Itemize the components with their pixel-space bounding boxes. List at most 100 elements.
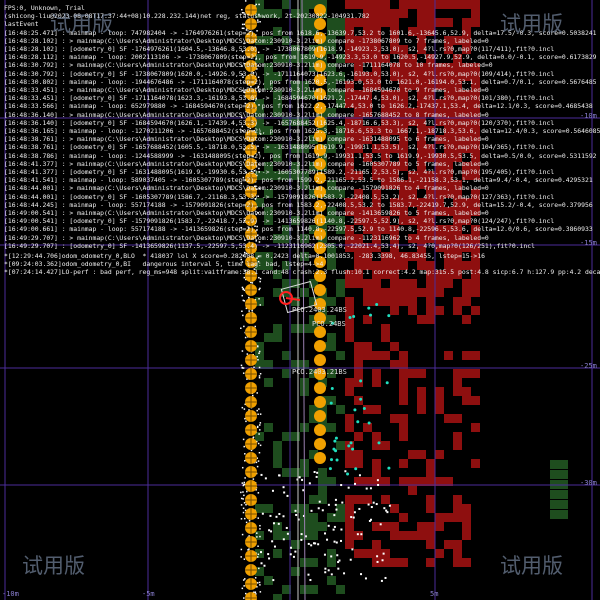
occupancy-cell bbox=[462, 216, 471, 225]
scan-point bbox=[247, 549, 249, 551]
occupancy-cell bbox=[426, 171, 435, 180]
keyframe-cross bbox=[245, 354, 257, 366]
occupancy-cell bbox=[372, 378, 381, 387]
occupancy-cell bbox=[426, 306, 435, 315]
watermark: 试用版 bbox=[50, 12, 113, 36]
scan-point bbox=[256, 234, 259, 236]
scan-point bbox=[241, 367, 244, 369]
log-line: *[07:24:14.427]LO-perf : bad perf, reg_m… bbox=[4, 268, 600, 277]
occupancy-cell bbox=[363, 45, 372, 54]
occupancy-cell bbox=[282, 225, 291, 234]
scan-point bbox=[246, 490, 248, 493]
scan-point bbox=[258, 89, 260, 91]
scan-point bbox=[257, 86, 259, 89]
occupancy-cell bbox=[390, 234, 399, 243]
keyframe bbox=[314, 60, 326, 72]
occupancy-cell bbox=[372, 207, 381, 216]
scan-point bbox=[300, 538, 303, 541]
scan-point bbox=[258, 151, 260, 154]
scan-point bbox=[256, 426, 259, 429]
occupancy-cell bbox=[444, 90, 453, 99]
occupancy-cell bbox=[264, 72, 273, 81]
occupancy-cell bbox=[273, 441, 282, 450]
occupancy-cell bbox=[327, 216, 336, 225]
occupancy-cell bbox=[435, 405, 444, 414]
scan-point bbox=[254, 46, 256, 49]
log-line: lastEvent bbox=[4, 20, 39, 29]
occupancy-cell bbox=[471, 90, 480, 99]
occupancy-cell bbox=[372, 81, 381, 90]
occupancy-cell bbox=[309, 54, 318, 63]
log-line: [16:48:38.786] : mainmap - loop: -124458… bbox=[4, 151, 597, 160]
occupancy-cell bbox=[345, 144, 354, 153]
scan-point bbox=[240, 182, 243, 185]
occupancy-cell bbox=[363, 549, 372, 558]
occupancy-cell bbox=[408, 297, 417, 306]
scan-point bbox=[254, 299, 257, 301]
occupancy-cell bbox=[399, 108, 408, 117]
scan-point bbox=[250, 85, 252, 88]
scan-point bbox=[330, 555, 333, 558]
occupancy-cell bbox=[354, 126, 363, 135]
log-line: [16:48:38.761] : > mainmap(C:\Users\Admi… bbox=[4, 135, 489, 144]
occupancy-cell bbox=[381, 288, 390, 297]
scan-point bbox=[244, 269, 247, 272]
scan-point bbox=[245, 89, 247, 91]
scan-point bbox=[244, 509, 247, 512]
scan-point bbox=[258, 163, 260, 166]
occupancy-cell bbox=[273, 171, 282, 180]
occupancy-cell bbox=[381, 441, 390, 450]
occupancy-cell bbox=[426, 9, 435, 18]
keyframe bbox=[314, 242, 326, 254]
occupancy-cell bbox=[282, 369, 291, 378]
occupancy-cell bbox=[282, 261, 291, 270]
occupancy-cell bbox=[309, 531, 318, 540]
occupancy-cell bbox=[372, 279, 381, 288]
feature bbox=[335, 458, 339, 462]
occupancy-cell bbox=[390, 243, 399, 252]
scan-point bbox=[245, 171, 247, 174]
scan-point bbox=[256, 174, 258, 177]
scan-point bbox=[240, 327, 242, 329]
occupancy-cell bbox=[399, 387, 408, 396]
occupancy-cell bbox=[408, 450, 417, 459]
keyframe bbox=[314, 158, 326, 170]
scan-point bbox=[242, 507, 245, 510]
scan-point bbox=[272, 522, 275, 525]
scan-point bbox=[243, 91, 245, 93]
keyframe bbox=[314, 396, 326, 408]
scan-point bbox=[340, 528, 343, 531]
scan-point bbox=[258, 13, 260, 16]
scan-point bbox=[241, 482, 244, 484]
scan-point bbox=[347, 486, 350, 489]
axis-label: -15m bbox=[580, 239, 597, 247]
occupancy-cell bbox=[327, 333, 336, 342]
occupancy-cell bbox=[264, 252, 273, 261]
occupancy-cell bbox=[435, 153, 444, 162]
occupancy-cell bbox=[462, 288, 471, 297]
occupancy-cell bbox=[444, 63, 453, 72]
occupancy-cell bbox=[381, 252, 390, 261]
occupancy-cell bbox=[444, 126, 453, 135]
occupancy-cell bbox=[309, 0, 318, 9]
occupancy-cell bbox=[453, 495, 462, 504]
occupancy-cell bbox=[354, 495, 363, 504]
scan-point bbox=[258, 408, 260, 410]
scan-point bbox=[321, 509, 324, 512]
occupancy-cell bbox=[372, 18, 381, 27]
occupancy-cell bbox=[381, 171, 390, 180]
scan-point bbox=[243, 300, 246, 302]
keyframe bbox=[314, 88, 326, 100]
occupancy-cell bbox=[453, 90, 462, 99]
scan-point bbox=[267, 553, 270, 556]
occupancy-cell bbox=[390, 72, 399, 81]
occupancy-cell bbox=[345, 27, 354, 36]
occupancy-cell bbox=[327, 189, 336, 198]
occupancy-cell bbox=[462, 99, 471, 108]
occupancy-cell bbox=[550, 460, 568, 469]
occupancy-cell bbox=[417, 81, 426, 90]
occupancy-cell bbox=[318, 477, 327, 486]
occupancy-cell bbox=[273, 549, 282, 558]
occupancy-cell bbox=[453, 414, 462, 423]
occupancy-cell bbox=[399, 432, 408, 441]
